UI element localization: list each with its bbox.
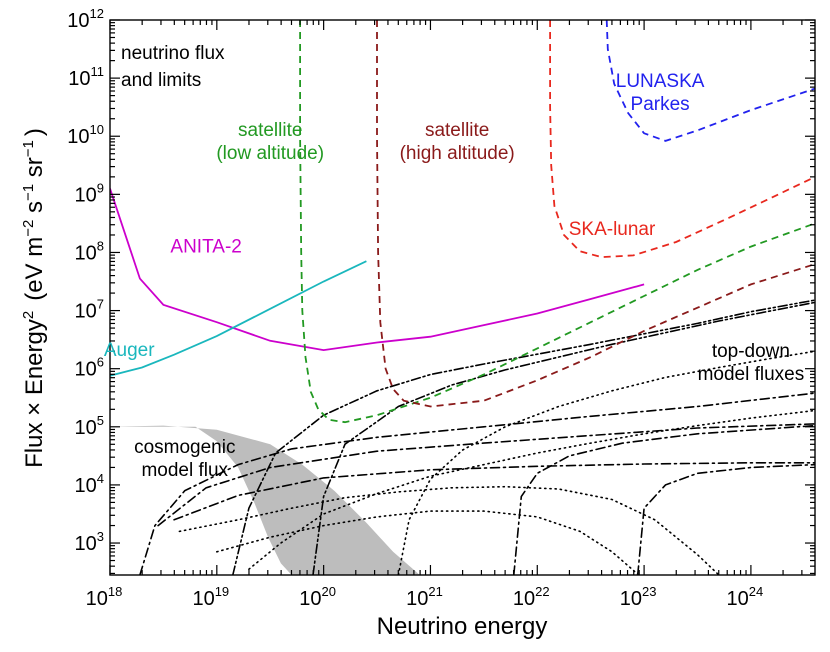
- top-down-curve-5: [312, 301, 815, 575]
- series-anita-2: [110, 188, 645, 352]
- top-down-curve-11: [397, 350, 815, 575]
- y-tick-label: 108: [75, 238, 104, 264]
- series-satellite-low-altitude: [299, 20, 815, 424]
- top-down-curve-8: [178, 485, 720, 575]
- y-tick-label: 105: [75, 413, 104, 439]
- label-satellite-low-altitude: satellite (low altitude): [216, 120, 324, 164]
- label-top-down-model-fluxes: top-down model fluxes: [698, 341, 805, 385]
- x-tick-label: 1022: [513, 584, 550, 610]
- top-down-curve-10: [248, 409, 815, 570]
- label-auger: Auger: [104, 340, 155, 361]
- y-axis-title: Flux × Energy2(eV m−2 s−1 sr−1): [20, 128, 48, 468]
- top-down-curve-1: [232, 299, 815, 575]
- label-anita-2: ANITA-2: [170, 236, 241, 257]
- y-tick-label: 1012: [67, 6, 104, 32]
- label-ska-lunar: SKA-lunar: [569, 219, 656, 240]
- cosmogenic-band: [110, 425, 420, 575]
- y-tick-label: 107: [75, 297, 104, 323]
- axes: [109, 19, 815, 575]
- plot-background: [110, 20, 815, 575]
- top-down-curve-4: [173, 462, 815, 521]
- chart-title-line-1: neutrino flux: [121, 43, 225, 64]
- x-tick-labels: 1018 1019 1020 1021 1022 1023 1024: [86, 584, 764, 610]
- y-tick-label: 1011: [68, 64, 104, 90]
- series-ska-lunar: [549, 20, 815, 259]
- series-lunaska-parkes: [605, 20, 815, 142]
- y-tick-label: 106: [75, 355, 104, 381]
- x-tick-label: 1020: [299, 584, 336, 610]
- y-tick-label: 1010: [67, 122, 104, 148]
- y-tick-label: 103: [75, 529, 104, 555]
- top-down-curve-3: [157, 423, 815, 527]
- y-tick-label: 104: [75, 471, 104, 497]
- x-tick-label: 1019: [192, 584, 229, 610]
- x-axis-title: Neutrino energy: [377, 613, 548, 640]
- label-cosmogenic-model-flux: cosmogenic model flux: [134, 437, 235, 481]
- x-tick-label: 1024: [727, 584, 764, 610]
- series-auger: [110, 260, 367, 377]
- series-labels: ANITA-2 Auger satellite (low altitude) satel…: [104, 71, 804, 481]
- top-down-curve-6: [513, 424, 815, 575]
- series-satellite-high-altitude: [376, 20, 815, 408]
- plot-area: [110, 20, 815, 575]
- chart-title-line-2: and limits: [121, 70, 201, 91]
- y-tick-label: 109: [75, 180, 104, 206]
- x-tick-label: 1021: [406, 584, 443, 610]
- label-lunaska-parkes: LUNASKA Parkes: [616, 71, 705, 115]
- label-satellite-high-altitude: satellite (high altitude): [400, 120, 515, 164]
- x-tick-label: 1023: [620, 584, 657, 610]
- top-down-curve-7: [636, 463, 815, 575]
- y-tick-labels: 103 104 105 106 107 108 109 1010 1011 1012: [67, 6, 104, 555]
- plot-frame: [109, 19, 816, 576]
- top-down-curve-9: [216, 510, 640, 575]
- x-tick-label: 1018: [86, 584, 123, 610]
- top-down-curve-2: [139, 392, 815, 575]
